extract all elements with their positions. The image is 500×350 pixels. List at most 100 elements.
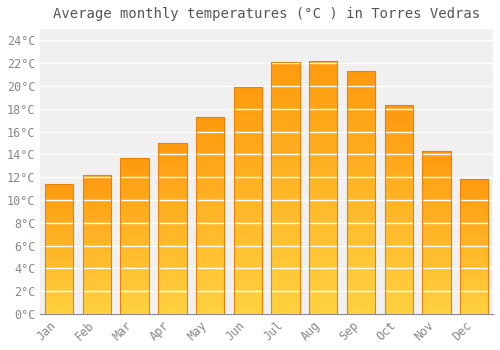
Bar <box>45 244 74 245</box>
Bar <box>422 298 450 299</box>
Bar <box>196 304 224 306</box>
Bar <box>45 193 74 194</box>
Bar <box>120 220 149 222</box>
Bar <box>120 211 149 212</box>
Bar <box>45 233 74 235</box>
Bar <box>45 243 74 244</box>
Bar <box>234 178 262 180</box>
Bar <box>272 213 299 216</box>
Bar <box>120 230 149 231</box>
Bar <box>460 196 488 197</box>
Bar <box>422 244 450 245</box>
Bar <box>45 210 74 211</box>
Bar <box>384 120 413 122</box>
Bar <box>347 236 375 239</box>
Bar <box>309 228 338 230</box>
Bar <box>460 183 488 185</box>
Bar <box>347 260 375 263</box>
Bar <box>120 158 149 159</box>
Bar <box>120 280 149 281</box>
Bar <box>234 201 262 203</box>
Bar <box>309 190 338 192</box>
Bar <box>234 221 262 223</box>
Bar <box>460 294 488 295</box>
Bar <box>45 303 74 305</box>
Bar <box>309 304 338 306</box>
Bar <box>45 261 74 262</box>
Bar <box>45 237 74 239</box>
Bar <box>196 298 224 300</box>
Bar <box>158 174 186 175</box>
Bar <box>309 157 338 160</box>
Bar <box>309 187 338 190</box>
Bar <box>460 231 488 232</box>
Bar <box>460 272 488 274</box>
Bar <box>158 194 186 196</box>
Bar <box>158 227 186 229</box>
Bar <box>158 182 186 184</box>
Bar <box>460 190 488 191</box>
Bar <box>309 240 338 243</box>
Bar <box>158 281 186 283</box>
Bar <box>45 281 74 283</box>
Bar <box>309 84 338 86</box>
Bar <box>460 291 488 292</box>
Bar <box>309 306 338 309</box>
Bar <box>158 206 186 208</box>
Bar <box>272 309 299 312</box>
Bar <box>196 306 224 308</box>
Bar <box>384 256 413 258</box>
Bar <box>83 260 111 261</box>
Bar <box>272 294 299 296</box>
Bar <box>234 96 262 98</box>
Bar <box>384 249 413 251</box>
Bar <box>384 199 413 201</box>
Bar <box>347 278 375 280</box>
Bar <box>196 280 224 282</box>
Bar <box>83 244 111 246</box>
Bar <box>83 236 111 237</box>
Bar <box>422 156 450 158</box>
Bar <box>422 283 450 285</box>
Bar <box>45 253 74 254</box>
Bar <box>196 172 224 174</box>
Bar <box>234 162 262 164</box>
Bar <box>83 186 111 187</box>
Bar <box>120 247 149 248</box>
Bar <box>45 248 74 249</box>
Bar <box>309 193 338 195</box>
Bar <box>272 198 299 201</box>
Bar <box>120 231 149 233</box>
Bar <box>347 234 375 236</box>
Bar <box>120 159 149 161</box>
Bar <box>83 250 111 251</box>
Bar <box>234 307 262 309</box>
Bar <box>158 300 186 302</box>
Bar <box>422 286 450 288</box>
Bar <box>347 263 375 265</box>
Bar <box>120 301 149 303</box>
Bar <box>460 300 488 302</box>
Bar <box>460 274 488 275</box>
Bar <box>272 208 299 211</box>
Bar <box>272 190 299 193</box>
Bar <box>272 138 299 140</box>
Bar <box>460 290 488 291</box>
Bar <box>158 264 186 266</box>
Bar <box>120 202 149 203</box>
Bar <box>196 231 224 233</box>
Bar <box>460 186 488 188</box>
Bar <box>158 184 186 186</box>
Bar <box>347 100 375 103</box>
Bar <box>272 271 299 274</box>
Bar <box>422 182 450 183</box>
Bar <box>196 310 224 312</box>
Bar <box>422 216 450 218</box>
Bar <box>460 241 488 243</box>
Bar <box>120 208 149 209</box>
Bar <box>309 155 338 157</box>
Bar <box>234 275 262 278</box>
Bar <box>460 310 488 311</box>
Bar <box>120 298 149 300</box>
Bar <box>120 236 149 237</box>
